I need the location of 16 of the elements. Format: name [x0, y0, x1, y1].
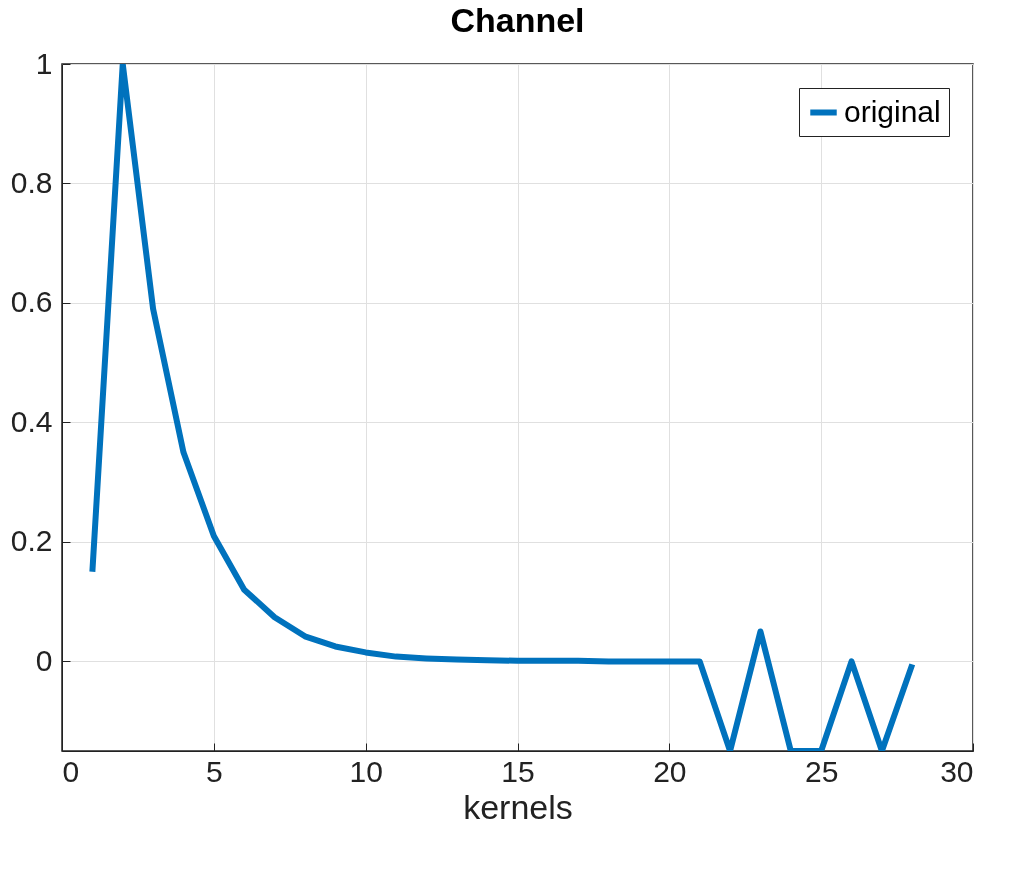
y-tick-label: 0: [35, 643, 53, 677]
x-tick-label: 5: [205, 754, 223, 788]
y-tick-label: 1: [35, 46, 53, 80]
x-tick-label: 0: [62, 754, 80, 788]
x-axis-title: kernels: [463, 787, 573, 826]
x-tick-label: 30: [940, 754, 974, 788]
y-tick-label: 0.4: [10, 404, 53, 438]
chart-title: Channel: [450, 1, 585, 39]
x-tick-label: 15: [501, 754, 535, 788]
legend-label: original: [844, 94, 941, 128]
y-tick-label: 0.2: [10, 524, 53, 558]
x-tick-label: 20: [653, 754, 687, 788]
y-tick-label: 0.6: [10, 285, 53, 319]
x-tick-label: 25: [804, 754, 839, 788]
x-tick-label: 10: [349, 754, 383, 788]
y-tick-label: 0.8: [10, 165, 53, 199]
